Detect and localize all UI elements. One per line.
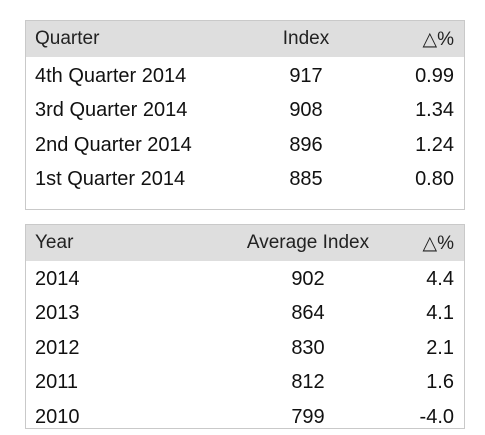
quarter-cell: 1st Quarter 2014 [35, 168, 186, 191]
annual-index-table: Year Average Index △% 2014 902 4.4 2013 … [25, 224, 465, 429]
delta-cell: 0.99 [415, 64, 454, 87]
header-index: Index [282, 28, 330, 49]
year-cell: 2012 [35, 336, 80, 359]
header-quarter: Quarter [35, 28, 100, 49]
delta-cell: 1.6 [426, 371, 454, 394]
average-index-cell: 830 [291, 336, 325, 359]
average-index-cell: 902 [291, 267, 325, 290]
header-average-index: Average Index [246, 232, 370, 253]
index-cell: 885 [289, 168, 323, 191]
index-cell: 896 [289, 133, 323, 156]
delta-cell: 1.24 [415, 133, 454, 156]
annual-table-header: Year Average Index △% [26, 225, 464, 261]
average-index-cell: 799 [291, 405, 325, 428]
delta-cell: -4.0 [419, 405, 454, 428]
table-row: 4th Quarter 2014 917 0.99 [26, 59, 464, 94]
year-cell: 2014 [35, 267, 80, 290]
table-row: 1st Quarter 2014 885 0.80 [26, 163, 464, 198]
delta-cell: 2.1 [426, 336, 454, 359]
year-cell: 2011 [35, 371, 79, 394]
delta-cell: 4.4 [426, 267, 454, 290]
average-index-cell: 812 [291, 371, 325, 394]
table-row: 3rd Quarter 2014 908 1.34 [26, 94, 464, 129]
header-year: Year [35, 232, 74, 253]
header-delta-percent: △% [422, 28, 454, 50]
quarterly-table-header: Quarter Index △% [26, 21, 464, 57]
index-cell: 908 [289, 99, 323, 122]
quarter-cell: 2nd Quarter 2014 [35, 133, 192, 156]
quarter-cell: 3rd Quarter 2014 [35, 99, 188, 122]
table-row: 2nd Quarter 2014 896 1.24 [26, 128, 464, 163]
table-row: 2013 864 4.1 [26, 297, 464, 332]
year-cell: 2013 [35, 302, 80, 325]
table-row: 2012 830 2.1 [26, 331, 464, 366]
quarterly-index-table: Quarter Index △% 4th Quarter 2014 917 0.… [25, 20, 465, 210]
average-index-cell: 864 [291, 302, 325, 325]
year-cell: 2010 [35, 405, 80, 428]
header-delta-percent: △% [422, 232, 454, 254]
delta-cell: 0.80 [415, 168, 454, 191]
quarter-cell: 4th Quarter 2014 [35, 64, 187, 87]
delta-cell: 4.1 [426, 302, 454, 325]
table-row: 2011 812 1.6 [26, 366, 464, 401]
table-row: 2014 902 4.4 [26, 262, 464, 297]
table-row: 2010 799 -4.0 [26, 400, 464, 435]
delta-cell: 1.34 [415, 99, 454, 122]
index-cell: 917 [289, 64, 323, 87]
